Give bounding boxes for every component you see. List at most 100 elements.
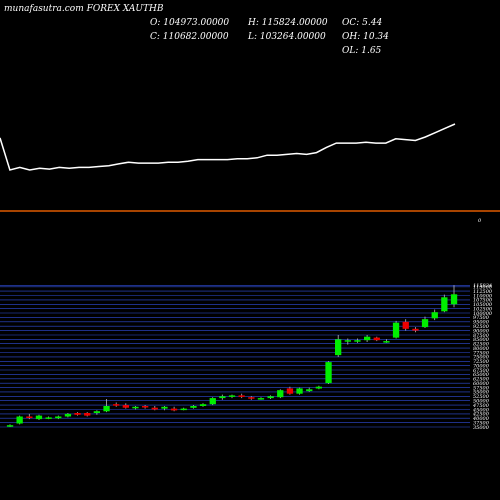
candle-body: [286, 388, 294, 394]
y-tick-label: 37500: [473, 420, 490, 426]
candle: [431, 309, 438, 321]
ol-percent: OL: 1.65: [342, 46, 382, 56]
candle: [325, 361, 332, 384]
candle: [142, 405, 149, 409]
y-tick-label: 42500: [472, 412, 490, 418]
y-tick-label: 57500: [473, 385, 490, 391]
candle: [219, 394, 226, 400]
ohlc-column-open-close: O: 104973.00000 C: 110682.00000: [150, 16, 229, 44]
y-axis-ticks: 3500037500400004250045000475005000052500…: [472, 283, 493, 431]
candle: [315, 385, 322, 390]
candle-body: [344, 340, 351, 342]
y-tick-label: 97500: [473, 315, 490, 321]
y-tick-label: 65000: [473, 372, 490, 378]
low-value: L: 103264.00000: [248, 32, 326, 42]
candle: [296, 387, 303, 395]
candle-body: [180, 408, 187, 411]
candle-body: [267, 396, 274, 399]
candle-body: [161, 406, 168, 409]
candle: [6, 424, 14, 427]
candle: [354, 338, 361, 343]
candle-body: [441, 297, 448, 312]
y-tick-label: 62500: [473, 377, 490, 383]
y-tick-label: 70000: [473, 363, 490, 369]
candle: [344, 338, 351, 345]
candle-body: [431, 312, 438, 319]
candle: [364, 335, 371, 342]
y-tick-label: 112500: [473, 289, 493, 295]
candle: [228, 394, 236, 399]
candle: [238, 393, 245, 399]
y-tick-label: 50000: [473, 399, 490, 405]
candle: [35, 414, 43, 420]
candle-body: [113, 404, 120, 406]
y-tick-label: 75000: [473, 355, 490, 361]
candle-body: [325, 362, 332, 384]
candle: [45, 416, 52, 420]
candle-body: [219, 396, 226, 399]
candle-body: [199, 404, 207, 406]
candle-body: [373, 337, 380, 341]
candle-body: [228, 395, 236, 397]
candle-body: [6, 425, 14, 427]
candle-body: [142, 406, 149, 408]
candle-body: [45, 417, 52, 419]
y-tick-label: 35000: [473, 425, 490, 431]
candle: [392, 320, 400, 339]
candle: [74, 412, 81, 416]
chart-caption: munafasutra.com FOREX XAUTHB: [4, 4, 164, 14]
volume-marker-label: 0: [478, 218, 482, 224]
price-line: [0, 123, 456, 171]
candle-body: [450, 294, 458, 305]
candle-body: [122, 405, 129, 408]
candle-body: [421, 319, 429, 328]
y-tick-label: 55000: [473, 390, 490, 396]
y-tick-label: 87500: [473, 333, 490, 339]
y-tick-label: 115824: [473, 283, 492, 289]
candle-body: [296, 388, 303, 394]
candle-body: [238, 395, 245, 397]
candle: [209, 397, 216, 406]
candle: [277, 389, 284, 399]
y-tick-label: 95000: [473, 320, 490, 326]
candle-body: [64, 413, 72, 417]
y-tick-label: 52500: [473, 394, 490, 400]
candle-body: [190, 406, 197, 408]
candle: [93, 410, 100, 415]
candle: [383, 339, 390, 343]
ohlc-column-high-low: H: 115824.00000 L: 103264.00000: [248, 16, 328, 44]
candle-body: [132, 406, 139, 409]
candle-body: [55, 416, 62, 419]
candle: [421, 316, 429, 328]
candle-body: [35, 415, 43, 420]
y-tick-label: 40000: [472, 416, 490, 422]
candle: [412, 327, 419, 333]
y-tick-label: 90000: [473, 328, 490, 334]
candle-body: [248, 397, 255, 399]
candle-body: [74, 413, 81, 415]
candle-panel: 3500037500400004250045000475005000052500…: [0, 283, 493, 431]
y-tick-label: 45000: [472, 407, 490, 413]
candle-body: [306, 389, 313, 392]
candle: [199, 403, 207, 407]
candle: [64, 413, 72, 418]
candle-body: [209, 398, 216, 405]
candle-body: [151, 407, 158, 410]
y-tick-label: 77500: [473, 350, 490, 356]
y-tick-label: 100000: [473, 311, 493, 317]
candle: [113, 402, 120, 407]
candle: [335, 335, 342, 357]
candle-body: [383, 341, 390, 343]
candle-body: [392, 322, 400, 338]
candle-body: [335, 339, 342, 356]
candle-body: [315, 386, 322, 389]
candle: [267, 395, 274, 399]
candle-body: [103, 406, 110, 412]
candle-body: [170, 408, 178, 411]
candle: [257, 397, 265, 400]
y-tick-label: 115000: [473, 285, 493, 291]
candle: [402, 319, 409, 331]
candle-body: [354, 340, 361, 342]
candle-body: [402, 321, 409, 329]
